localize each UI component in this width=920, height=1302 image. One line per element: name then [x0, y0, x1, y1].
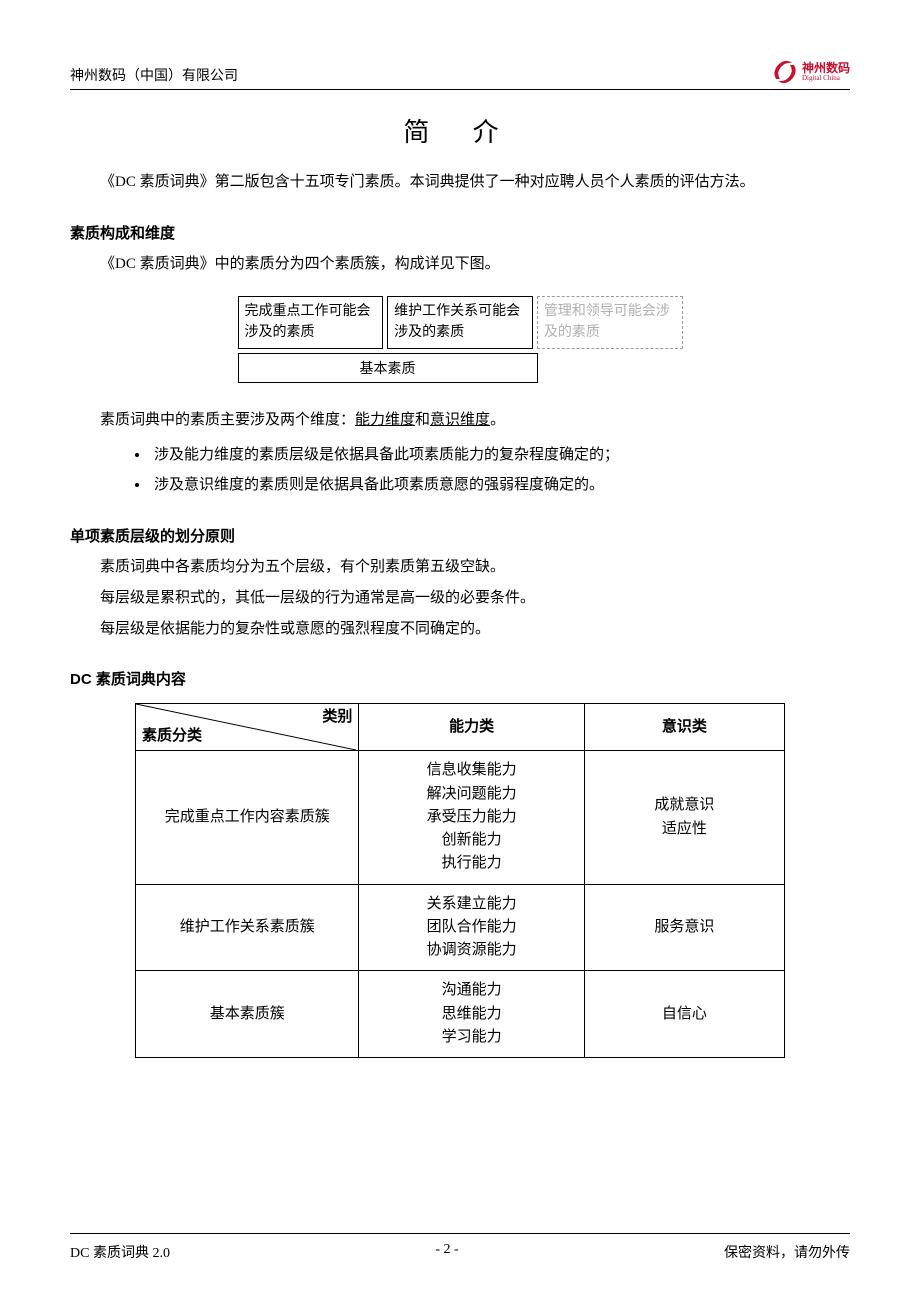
row2-c2: 关系建立能力团队合作能力协调资源能力 [359, 884, 584, 971]
p2-mid: 和 [415, 412, 430, 428]
document-page: 神州数码（中国）有限公司 神州数码 Digital China 简 介 《DC … [0, 0, 920, 1302]
logo-subtext: Digital China [802, 74, 850, 82]
row2-c3: 服务意识 [584, 884, 784, 971]
table-row: 完成重点工作内容素质簇 信息收集能力解决问题能力承受压力能力创新能力执行能力 成… [136, 751, 785, 884]
row1-c2: 信息收集能力解决问题能力承受压力能力创新能力执行能力 [359, 751, 584, 884]
p2-u2: 意识维度 [430, 412, 490, 428]
page-title: 简 介 [70, 112, 850, 149]
cluster-diagram: 完成重点工作可能会涉及的素质 维护工作关系可能会涉及的素质 管理和领导可能会涉及… [238, 296, 683, 383]
footer-right: 保密资料，请勿外传 [724, 1242, 850, 1262]
section2-p2: 每层级是累积式的，其低一层级的行为通常是高一级的必要条件。 [70, 583, 850, 614]
row2-c1: 维护工作关系素质簇 [136, 884, 359, 971]
cluster-box-bottom: 基本素质 [238, 353, 538, 383]
p2-pre: 素质词典中的素质主要涉及两个维度： [100, 412, 355, 428]
row1-c1: 完成重点工作内容素质簇 [136, 751, 359, 884]
row1-c3: 成就意识适应性 [584, 751, 784, 884]
diagonal-header-cell: 类别 素质分类 [136, 704, 359, 751]
logo-mark-icon [772, 59, 798, 85]
cluster-top-row: 完成重点工作可能会涉及的素质 维护工作关系可能会涉及的素质 管理和领导可能会涉及… [238, 296, 683, 349]
footer-center: - 2 - [435, 1242, 458, 1262]
row3-c2: 沟通能力思维能力学习能力 [359, 971, 584, 1058]
bullet-1: 涉及能力维度的素质层级是依据具备此项素质能力的复杂程度确定的； [150, 440, 850, 471]
bullet-2: 涉及意识维度的素质则是依据具备此项素质意愿的强弱程度确定的。 [150, 470, 850, 501]
table-row: 维护工作关系素质簇 关系建立能力团队合作能力协调资源能力 服务意识 [136, 884, 785, 971]
p2-end: 。 [490, 412, 505, 428]
footer-left: DC 素质词典 2.0 [70, 1242, 170, 1262]
col3-header: 意识类 [584, 704, 784, 751]
company-name: 神州数码（中国）有限公司 [70, 65, 238, 85]
diag-top-label: 类别 [322, 706, 352, 729]
logo-text-wrap: 神州数码 Digital China [802, 62, 850, 82]
row3-c3: 自信心 [584, 971, 784, 1058]
section1-p1: 《DC 素质词典》中的素质分为四个素质簇，构成详见下图。 [70, 249, 850, 280]
p2-u1: 能力维度 [355, 412, 415, 428]
intro-paragraph: 《DC 素质词典》第二版包含十五项专门素质。本词典提供了一种对应聘人员个人素质的… [70, 167, 850, 198]
page-footer: DC 素质词典 2.0 - 2 - 保密资料，请勿外传 [70, 1233, 850, 1262]
section2-p1: 素质词典中各素质均分为五个层级，有个别素质第五级空缺。 [70, 552, 850, 583]
logo-text: 神州数码 [802, 62, 850, 74]
cluster-box-1: 完成重点工作可能会涉及的素质 [238, 296, 384, 349]
competency-table: 类别 素质分类 能力类 意识类 完成重点工作内容素质簇 信息收集能力解决问题能力… [135, 703, 785, 1058]
diag-bottom-label: 素质分类 [142, 725, 202, 748]
cluster-box-2: 维护工作关系可能会涉及的素质 [387, 296, 533, 349]
section2-p3: 每层级是依据能力的复杂性或意愿的强烈程度不同确定的。 [70, 614, 850, 645]
row3-c1: 基本素质簇 [136, 971, 359, 1058]
section2-heading: 单项素质层级的划分原则 [70, 525, 850, 546]
cluster-box-3: 管理和领导可能会涉及的素质 [537, 296, 683, 349]
table-header-row: 类别 素质分类 能力类 意识类 [136, 704, 785, 751]
page-header: 神州数码（中国）有限公司 神州数码 Digital China [70, 55, 850, 90]
section1-heading: 素质构成和维度 [70, 222, 850, 243]
dimension-bullets: 涉及能力维度的素质层级是依据具备此项素质能力的复杂程度确定的； 涉及意识维度的素… [70, 440, 850, 502]
company-logo: 神州数码 Digital China [772, 59, 850, 85]
section1-p2: 素质词典中的素质主要涉及两个维度：能力维度和意识维度。 [70, 405, 850, 436]
col2-header: 能力类 [359, 704, 584, 751]
table-row: 基本素质簇 沟通能力思维能力学习能力 自信心 [136, 971, 785, 1058]
section3-heading: DC 素质词典内容 [70, 668, 850, 689]
